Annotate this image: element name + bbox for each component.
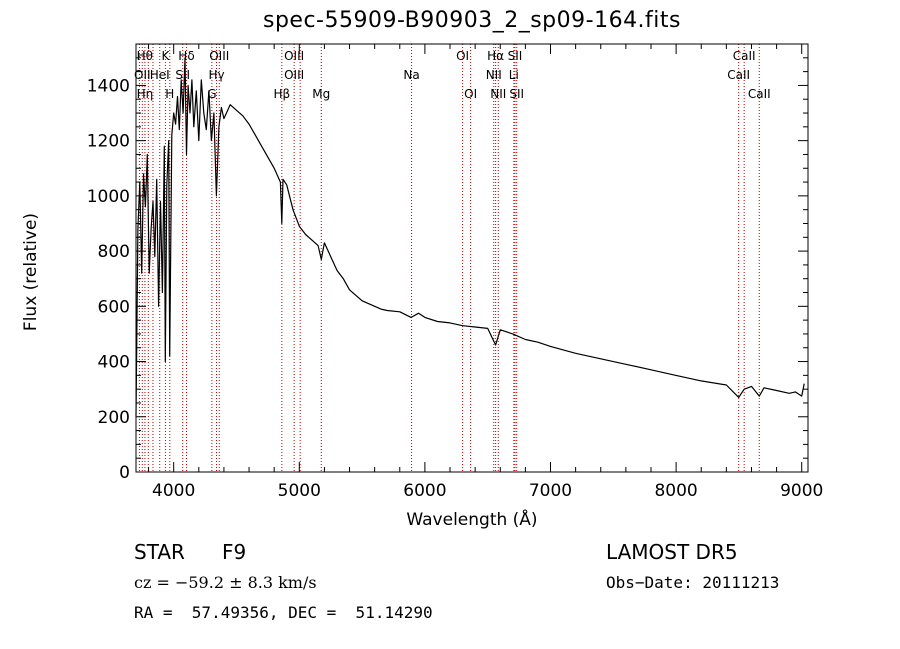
spectral-line-label: CaII xyxy=(727,68,750,82)
y-tick-label: 800 xyxy=(98,242,130,262)
spectral-line-label: K xyxy=(161,49,170,63)
spectral-line-label: SII xyxy=(509,87,524,101)
x-tick-label: 7000 xyxy=(529,481,572,501)
object-class: STAR xyxy=(134,540,185,564)
spectral-line-label: Hη xyxy=(137,87,154,101)
y-tick-label: 200 xyxy=(98,408,130,428)
spectral-line-label: OIII xyxy=(209,49,229,63)
spectral-line-label: OI xyxy=(464,87,477,101)
spectral-line-label: SII xyxy=(508,49,523,63)
spectral-line-label: G xyxy=(207,87,216,101)
y-tick-label: 1400 xyxy=(87,76,130,96)
x-tick-label: 6000 xyxy=(403,481,446,501)
spectral-line-label: Hδ xyxy=(178,49,194,63)
spectral-line-label: HeI xyxy=(150,68,170,82)
spectral-line-label: H xyxy=(165,87,174,101)
spectral-line-label: SII xyxy=(175,68,190,82)
spectral-line-label: Hβ xyxy=(273,87,290,101)
x-tick-label: 8000 xyxy=(654,481,697,501)
y-tick-label: 600 xyxy=(98,297,130,317)
spectral-line-label: Li xyxy=(509,68,519,82)
spectral-line-label: CaII xyxy=(748,87,771,101)
y-tick-label: 1000 xyxy=(87,187,130,207)
y-tick-label: 400 xyxy=(98,353,130,373)
redshift-cz: cz = −59.2 ± 8.3 km/s xyxy=(134,573,317,592)
chart-title: spec-55909-B90903_2_sp09-164.fits xyxy=(263,8,681,33)
spectral-line-label: OIII xyxy=(284,68,304,82)
survey-name: LAMOST DR5 xyxy=(606,540,738,564)
observation-date: Obs−Date: 20111213 xyxy=(606,573,780,592)
x-tick-label: 9000 xyxy=(780,481,823,501)
spectral-line-label: CaII xyxy=(733,49,756,63)
x-tick-label: 4000 xyxy=(152,481,195,501)
coordinates: RA = 57.49356, DEC = 51.14290 xyxy=(134,603,433,622)
y-tick-label: 1200 xyxy=(87,132,130,152)
spectral-line-label: Hγ xyxy=(208,68,224,82)
spectral-line-label: Hθ xyxy=(137,49,153,63)
x-axis-label: Wavelength (Å) xyxy=(406,510,538,530)
spectral-line-label: Hα xyxy=(487,49,504,63)
object-subclass: F9 xyxy=(222,540,247,564)
spectral-line-label: OI xyxy=(456,49,469,63)
spectral-line-label: Mg xyxy=(312,87,330,101)
spectral-line-label: NII xyxy=(486,68,502,82)
spectrum-line xyxy=(135,57,805,417)
y-tick-label: 0 xyxy=(119,463,130,483)
spectral-line-label: OIII xyxy=(284,49,304,63)
plot-frame xyxy=(135,43,809,473)
x-tick-label: 5000 xyxy=(278,481,321,501)
spectral-line-label: NII xyxy=(490,87,506,101)
spectral-line-label: Na xyxy=(403,68,419,82)
